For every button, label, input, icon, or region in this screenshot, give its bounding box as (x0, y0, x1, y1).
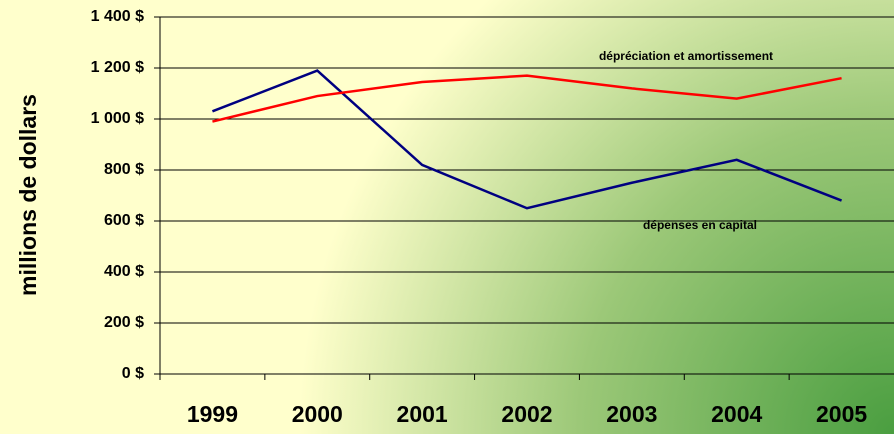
x-tick-label: 2001 (397, 401, 448, 427)
x-tick-label: 2005 (816, 401, 867, 427)
line-series (212, 74, 842, 123)
line-series (211, 69, 843, 210)
y-tick-label: 200 $ (104, 314, 144, 331)
y-tick-label: 600 $ (104, 212, 144, 229)
y-axis-label: millions de dollars (15, 94, 41, 296)
y-tick-label: 1 000 $ (91, 110, 144, 127)
y-tick-label: 0 $ (122, 365, 144, 382)
x-tick-label: 2003 (606, 401, 657, 427)
y-tick-label: 800 $ (104, 161, 144, 178)
series-label: dépenses en capital (643, 218, 757, 232)
series-label: dépréciation et amortissement (599, 49, 773, 63)
x-tick-label: 2004 (711, 401, 762, 427)
x-tick-label: 2002 (501, 401, 552, 427)
y-tick-label: 1 400 $ (91, 8, 144, 25)
y-tick-label: 400 $ (104, 263, 144, 280)
x-tick-label: 2000 (292, 401, 343, 427)
y-tick-label: 1 200 $ (91, 59, 144, 76)
x-tick-label: 1999 (187, 401, 238, 427)
